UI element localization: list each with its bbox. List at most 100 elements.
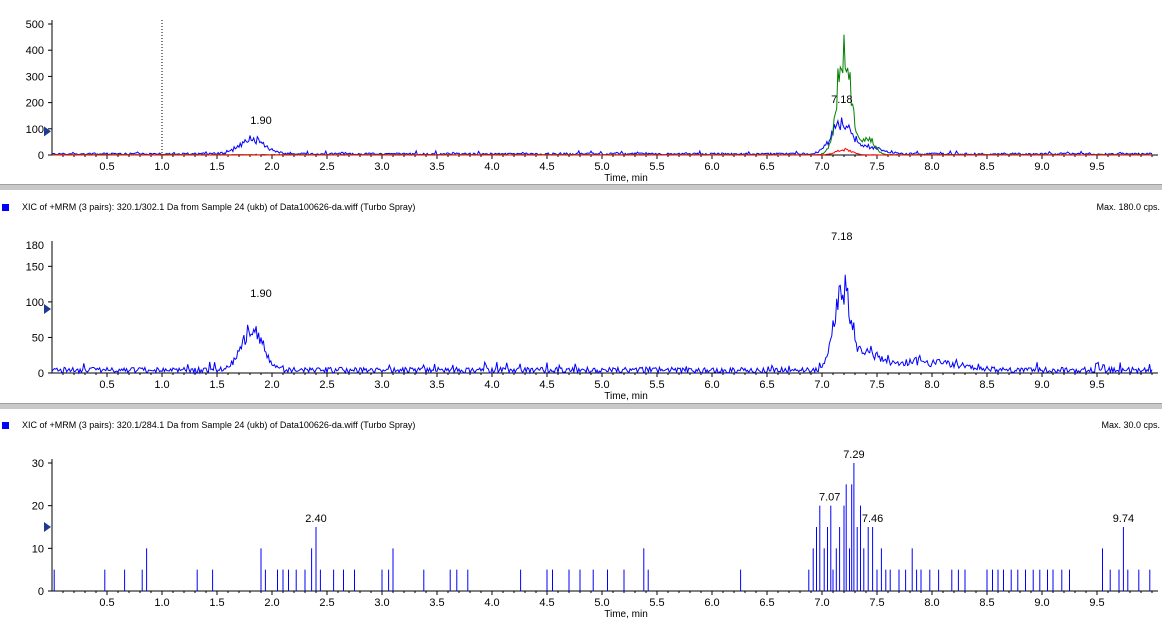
series-trace — [51, 274, 1153, 375]
y-tick-label: 30 — [32, 458, 44, 470]
x-tick-label: 5.0 — [594, 161, 609, 173]
x-tick-label: 0.5 — [99, 161, 114, 173]
peak-label: 7.07 — [819, 492, 840, 504]
peak-label: 2.40 — [305, 513, 326, 525]
x-tick-label: 2.0 — [264, 161, 279, 173]
chart-pane-3: 0 10 20 30 0.5 1.0 1.5 2.0 2.5 3.0 3.5 4.0 4.5 5.0 5.5… — [32, 449, 1158, 620]
pane-max-intensity: Max. 30.0 cps. — [1101, 420, 1160, 430]
x-tick-label: 5.5 — [649, 161, 664, 173]
x-tick-label: 7.5 — [869, 597, 884, 609]
x-tick-label: 4.5 — [539, 597, 554, 609]
x-tick-label: 4.0 — [484, 379, 499, 391]
peak-label: 7.18 — [831, 231, 852, 243]
x-tick-label: 8.0 — [924, 597, 939, 609]
x-tick-label: 5.5 — [649, 597, 664, 609]
x-tick-label: 9.0 — [1034, 597, 1049, 609]
y-tick-label: 0 — [38, 586, 44, 598]
x-axis-label: Time, min — [604, 609, 648, 620]
series-trace — [52, 117, 1153, 157]
x-tick-label: 3.5 — [429, 161, 444, 173]
y-tick-label: 150 — [26, 261, 44, 273]
chart-pane-2: 0 50 100 150 180 0.5 1.0 1.5 2.0 2.5 3.0 3.5 4.0 4.5 5… — [26, 231, 1158, 402]
x-tick-label: 7.0 — [814, 379, 829, 391]
pane-max-intensity: Max. 180.0 cps. — [1096, 202, 1160, 212]
y-tick-label: 300 — [26, 71, 44, 83]
x-tick-label: 8.5 — [979, 379, 994, 391]
x-tick-label: 4.0 — [484, 597, 499, 609]
threshold-marker-icon[interactable] — [44, 304, 51, 314]
y-tick-label: 100 — [26, 124, 44, 136]
series-trace — [51, 34, 1153, 156]
x-tick-label: 6.5 — [759, 161, 774, 173]
x-tick-label: 7.5 — [869, 161, 884, 173]
x-tick-label: 1.0 — [154, 379, 169, 391]
x-tick-label: 2.5 — [319, 161, 334, 173]
x-tick-label: 3.0 — [374, 161, 389, 173]
y-tick-label: 10 — [32, 543, 44, 555]
pane-header-2: XIC of +MRM (3 pairs): 320.1/302.1 Da fr… — [0, 198, 1162, 220]
x-tick-label: 4.5 — [539, 379, 554, 391]
threshold-marker-icon[interactable] — [44, 522, 51, 532]
x-tick-label: 9.5 — [1089, 597, 1104, 609]
pane-title: XIC of +MRM (3 pairs): 320.1/284.1 Da fr… — [22, 420, 416, 430]
x-tick-label: 6.0 — [704, 597, 719, 609]
pane-splitter-1[interactable] — [0, 184, 1162, 191]
y-tick-label: 100 — [26, 297, 44, 309]
x-tick-label: 1.0 — [154, 161, 169, 173]
x-tick-label: 0.5 — [99, 379, 114, 391]
x-tick-label: 1.5 — [209, 379, 224, 391]
x-tick-label: 5.5 — [649, 379, 664, 391]
x-tick-label: 7.0 — [814, 161, 829, 173]
x-tick-label: 1.5 — [209, 161, 224, 173]
x-tick-label: 8.0 — [924, 161, 939, 173]
y-tick-label: 20 — [32, 501, 44, 513]
series-color-icon — [2, 422, 9, 429]
pane-splitter-2[interactable] — [0, 403, 1162, 410]
threshold-marker-icon[interactable] — [44, 126, 51, 137]
x-tick-label: 8.0 — [924, 379, 939, 391]
x-tick-label: 8.5 — [979, 161, 994, 173]
x-tick-label: 1.0 — [154, 597, 169, 609]
x-tick-label: 9.0 — [1034, 161, 1049, 173]
x-tick-label: 2.5 — [319, 597, 334, 609]
x-tick-label: 9.5 — [1089, 379, 1104, 391]
x-tick-label: 0.5 — [99, 597, 114, 609]
y-tick-label: 200 — [26, 98, 44, 110]
x-tick-label: 3.5 — [429, 379, 444, 391]
peak-label: 7.46 — [862, 513, 883, 525]
x-axis-label: Time, min — [604, 391, 648, 402]
x-tick-label: 8.5 — [979, 597, 994, 609]
peak-label: 7.18 — [831, 94, 852, 106]
x-tick-label: 6.5 — [759, 597, 774, 609]
x-tick-label: 7.5 — [869, 379, 884, 391]
x-tick-label: 6.0 — [704, 379, 719, 391]
peak-label: 9.74 — [1113, 513, 1134, 525]
y-tick-label: 500 — [26, 19, 44, 31]
y-tick-label: 0 — [38, 368, 44, 380]
peak-label: 1.90 — [250, 288, 271, 300]
x-tick-label: 3.0 — [374, 597, 389, 609]
x-tick-label: 3.0 — [374, 379, 389, 391]
series-color-icon — [2, 204, 9, 211]
x-tick-label: 1.5 — [209, 597, 224, 609]
x-axis-label: Time, min — [604, 173, 648, 184]
pane-title: XIC of +MRM (3 pairs): 320.1/302.1 Da fr… — [22, 202, 416, 212]
x-tick-label: 2.5 — [319, 379, 334, 391]
x-tick-label: 6.5 — [759, 379, 774, 391]
y-tick-label: 180 — [26, 240, 44, 252]
x-tick-label: 3.5 — [429, 597, 444, 609]
series-trace — [52, 147, 1153, 156]
x-tick-label: 9.0 — [1034, 379, 1049, 391]
peak-label: 1.90 — [250, 115, 271, 127]
x-tick-label: 2.0 — [264, 379, 279, 391]
x-tick-label: 4.5 — [539, 161, 554, 173]
chart-pane-1: 0 100 200 300 400 500 0.5 1.0 1.5 2.0 2.5 3.0 3.5 4.0… — [26, 19, 1158, 184]
pane-header-3: XIC of +MRM (3 pairs): 320.1/284.1 Da fr… — [0, 416, 1162, 438]
y-tick-label: 0 — [38, 150, 44, 162]
peak-label: 7.29 — [843, 449, 864, 461]
x-tick-label: 2.0 — [264, 597, 279, 609]
x-tick-label: 7.0 — [814, 597, 829, 609]
y-tick-label: 400 — [26, 45, 44, 57]
